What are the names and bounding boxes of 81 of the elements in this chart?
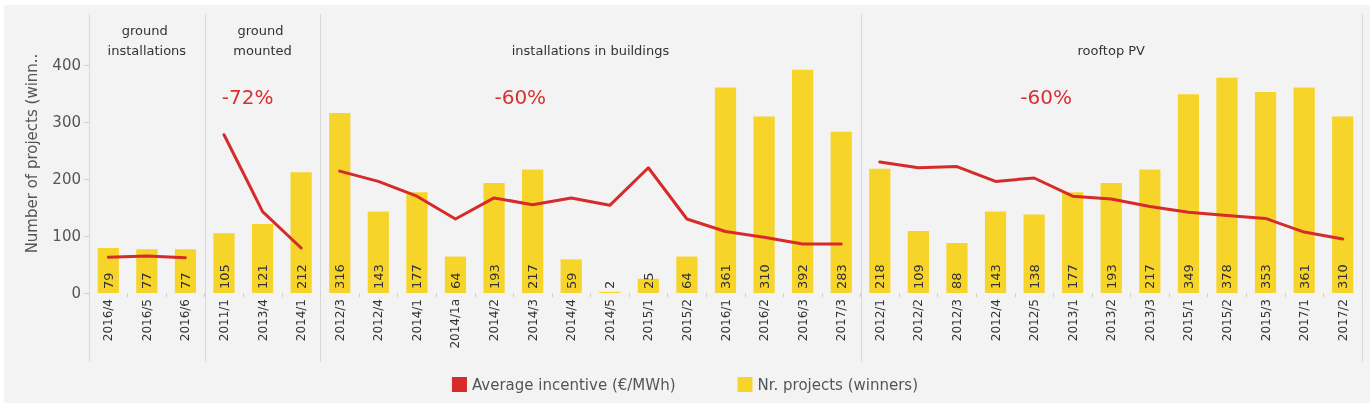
x-tick-label: 2012/4: [371, 299, 386, 342]
x-tick-label: 2012/1: [872, 299, 887, 342]
x-tick-label: 2015/3: [1258, 299, 1273, 342]
legend-label: Nr. projects (winners): [757, 375, 919, 394]
data-label: 105: [216, 264, 232, 289]
data-label: 353: [1258, 264, 1274, 289]
data-label: 59: [563, 272, 579, 289]
data-label: 349: [1180, 264, 1196, 289]
data-label: 143: [370, 264, 386, 289]
x-tick-label: 2017/3: [834, 299, 849, 342]
data-label: 193: [486, 264, 502, 289]
data-label: 177: [409, 264, 425, 289]
x-tick-label: 2013/3: [1142, 299, 1157, 342]
data-label: 77: [177, 272, 193, 289]
data-label: 88: [949, 272, 965, 289]
annotation: -72%: [221, 85, 274, 109]
data-label: 177: [1065, 264, 1081, 289]
x-tick-label: 2012/3: [332, 299, 347, 342]
x-tick-label: 2015/1: [1181, 299, 1196, 342]
text: ground installations: [107, 22, 187, 58]
x-tick-label: 2014/3: [525, 299, 540, 342]
data-label: 392: [795, 264, 811, 289]
x-tick-label: 2016/5: [139, 299, 154, 342]
data-label: 109: [910, 264, 926, 289]
data-label: 64: [447, 272, 463, 289]
x-tick-label: 2017/2: [1335, 299, 1350, 342]
x-tick-label: 2016/6: [178, 299, 193, 342]
x-tick-label: 2014/1: [409, 299, 424, 342]
annotation: -60%: [494, 85, 547, 109]
x-tick-label: 2013/2: [1104, 299, 1119, 342]
data-label: 121: [255, 264, 271, 289]
legend-label: Average incentive (€/MWh): [471, 375, 676, 394]
x-tick-label: 2011/1: [217, 299, 232, 342]
data-label: 77: [139, 272, 155, 289]
data-label: 283: [833, 264, 849, 289]
data-label: 64: [679, 272, 695, 289]
annotation: -60%: [1020, 85, 1072, 109]
x-tick-label: 2014/2: [487, 299, 502, 342]
x-tick-label: 2013/1: [1065, 299, 1080, 342]
data-label: 212: [293, 264, 309, 289]
data-label: 143: [988, 264, 1004, 289]
x-tick-label: 2014/4: [564, 299, 579, 342]
data-label: 316: [332, 264, 348, 289]
y-tick-label: 400: [52, 56, 81, 75]
data-label: 2: [602, 280, 618, 289]
data-label: 138: [1026, 264, 1042, 289]
text: ground mounted: [233, 22, 292, 58]
x-tick-label: 2016/1: [718, 299, 733, 342]
x-tick-label: 2015/2: [1219, 299, 1234, 342]
data-label: 361: [718, 264, 733, 289]
x-tick-label: 2012/2: [911, 299, 926, 342]
x-tick-label: 2013/4: [255, 299, 270, 342]
data-label: 79: [100, 272, 116, 289]
x-tick-label: 2012/4: [988, 299, 1003, 342]
data-label: 25: [640, 272, 656, 289]
x-tick-label: 2016/3: [795, 299, 810, 342]
x-tick-label: 2014/5: [602, 299, 617, 342]
x-tick-label: 2014/1a: [448, 299, 463, 349]
data-label: 378: [1219, 264, 1235, 289]
x-tick-label: 2015/1: [641, 299, 656, 342]
y-tick-label: 200: [52, 170, 81, 189]
data-label: 310: [756, 264, 772, 289]
x-tick-label: 2014/1: [294, 299, 309, 342]
x-tick-label: 2016/4: [101, 299, 116, 342]
y-axis-title: Number of projects (winn..: [22, 53, 41, 254]
data-label: 217: [1142, 264, 1158, 289]
y-tick-label: 300: [52, 113, 81, 132]
x-tick-label: 2012/3: [949, 299, 964, 342]
x-tick-label: 2017/1: [1297, 299, 1312, 342]
text: installations in buildings: [511, 42, 670, 58]
x-tick-label: 2015/2: [679, 299, 694, 342]
x-tick-label: 2012/5: [1027, 299, 1042, 342]
text: rooftop PV: [1077, 42, 1146, 58]
x-tick-label: 2016/2: [757, 299, 772, 342]
y-tick-label: 0: [71, 284, 81, 302]
data-label: 310: [1335, 264, 1351, 289]
data-label: 217: [525, 264, 541, 289]
data-label: 193: [1103, 264, 1119, 289]
data-label: 218: [872, 264, 888, 289]
y-tick-label: 100: [52, 227, 81, 246]
data-label: 361: [1296, 264, 1312, 289]
